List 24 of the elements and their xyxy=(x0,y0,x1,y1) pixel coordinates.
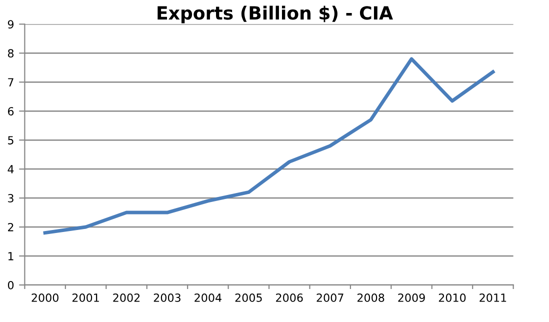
x-tick-label: 2009 xyxy=(398,294,425,302)
y-tick-label: 2 xyxy=(8,222,14,232)
x-tick-label: 2000 xyxy=(32,294,58,302)
x-tick-label: 2010 xyxy=(438,294,466,302)
y-tick-label: 4 xyxy=(8,165,14,174)
x-tick-label: 2008 xyxy=(357,294,384,302)
y-tick-label: 0 xyxy=(8,280,14,290)
x-tick-label: 2004 xyxy=(194,294,222,302)
y-tick-label: 3 xyxy=(8,194,14,202)
y-tick-label: 1 xyxy=(8,252,14,260)
line-series xyxy=(43,57,495,235)
y-tick-label: 8 xyxy=(8,49,14,58)
y-tick-label: 9 xyxy=(8,20,14,29)
x-tick-label: 2006 xyxy=(276,294,303,302)
x-tick-label: 2002 xyxy=(113,294,140,302)
chart-title: Exports (Billion $) - CIA xyxy=(158,6,393,24)
y-tick-label: 5 xyxy=(8,136,14,144)
x-tick-label: 2011 xyxy=(480,294,506,302)
x-tick-label: 2005 xyxy=(235,294,262,302)
x-tick-label: 2001 xyxy=(72,294,99,302)
y-tick-label: 7 xyxy=(8,78,14,86)
x-tick-label: 2007 xyxy=(316,294,344,302)
x-tick-label: 2003 xyxy=(154,294,180,302)
y-tick-label: 6 xyxy=(8,107,14,116)
